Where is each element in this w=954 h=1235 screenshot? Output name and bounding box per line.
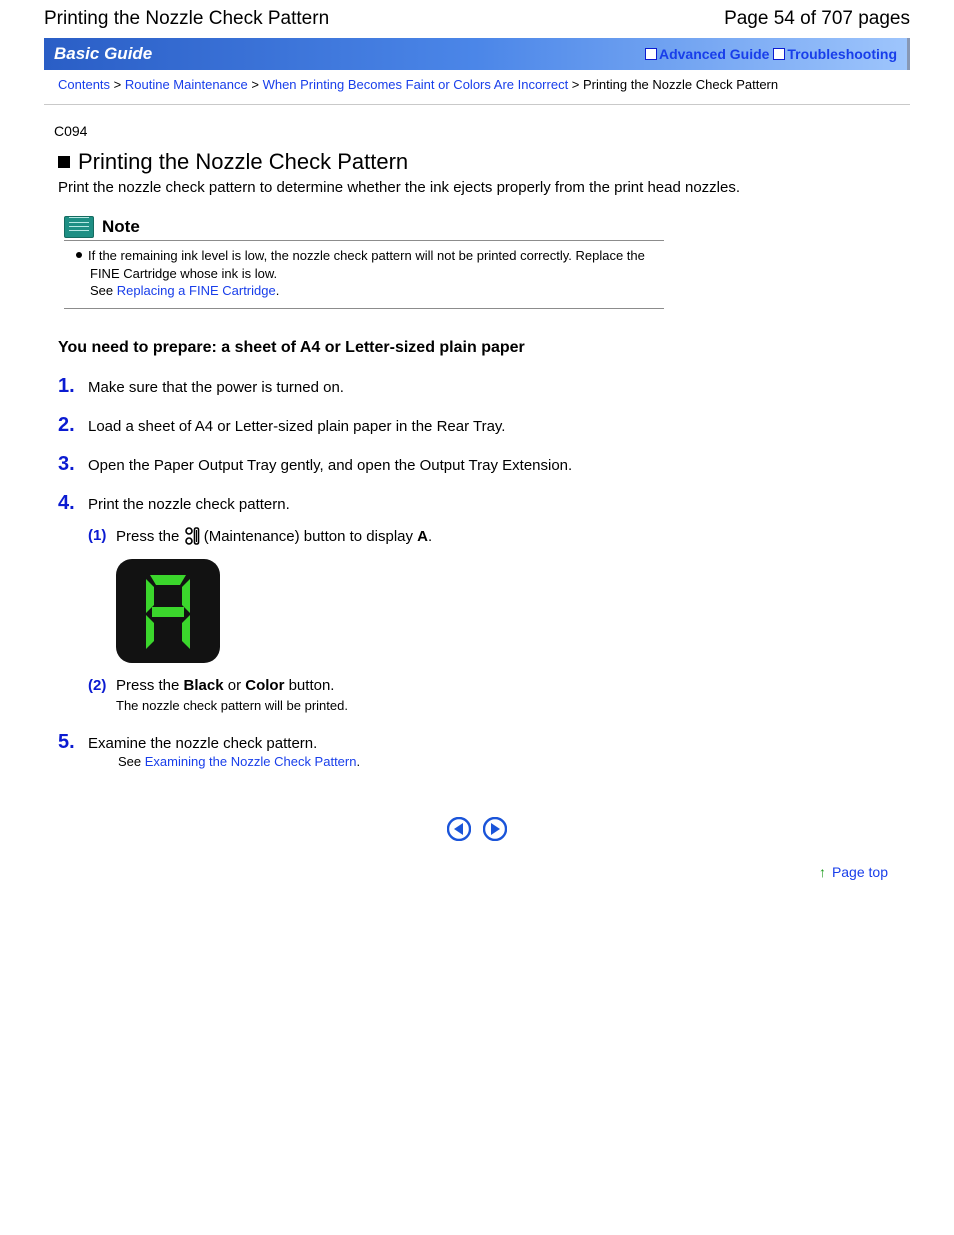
section-heading: Printing the Nozzle Check Pattern bbox=[44, 145, 910, 179]
next-page-icon[interactable] bbox=[483, 817, 507, 841]
nav-arrows bbox=[44, 777, 910, 846]
note-book-icon bbox=[64, 216, 94, 238]
note-box: Note If the remaining ink level is low, … bbox=[64, 216, 664, 309]
substeps: (1) Press the (Maintenance) button to di… bbox=[88, 513, 896, 713]
breadcrumb-contents-link[interactable]: Contents bbox=[58, 77, 110, 92]
step-5-see: See Examining the Nozzle Check Pattern. bbox=[88, 752, 896, 769]
substep-1: (1) Press the (Maintenance) button to di… bbox=[88, 519, 896, 547]
page-top-link-row: ↑ Page top bbox=[44, 846, 910, 880]
square-bullet-icon bbox=[58, 156, 70, 168]
doc-code: C094 bbox=[44, 105, 910, 145]
guide-bar: Basic Guide Advanced Guide Troubleshooti… bbox=[44, 38, 910, 70]
maintenance-icon bbox=[184, 527, 200, 545]
guide-bar-title: Basic Guide bbox=[54, 44, 152, 64]
guide-bar-links: Advanced Guide Troubleshooting bbox=[645, 46, 897, 62]
breadcrumb-faint-link[interactable]: When Printing Becomes Faint or Colors Ar… bbox=[263, 77, 569, 92]
square-marker-icon bbox=[773, 48, 785, 60]
substep-2: (2) Press the Black or Color button. bbox=[88, 669, 896, 696]
step-3: Open the Paper Output Tray gently, and o… bbox=[58, 443, 896, 482]
breadcrumb: Contents > Routine Maintenance > When Pr… bbox=[44, 70, 910, 105]
substep-2-note: The nozzle check pattern will be printed… bbox=[88, 696, 896, 713]
prev-page-icon[interactable] bbox=[447, 817, 471, 841]
breadcrumb-current: Printing the Nozzle Check Pattern bbox=[583, 77, 778, 92]
replacing-cartridge-link[interactable]: Replacing a FINE Cartridge bbox=[117, 283, 276, 298]
square-marker-icon bbox=[645, 48, 657, 60]
examining-pattern-link[interactable]: Examining the Nozzle Check Pattern bbox=[145, 754, 357, 769]
arrow-up-icon: ↑ bbox=[819, 864, 826, 880]
step-4: Print the nozzle check pattern. (1) Pres… bbox=[58, 482, 896, 721]
bullet-icon bbox=[76, 252, 82, 258]
note-title-row: Note bbox=[64, 216, 664, 241]
prepare-heading: You need to prepare: a sheet of A4 or Le… bbox=[44, 309, 910, 365]
seven-segment-a-icon bbox=[138, 571, 198, 651]
step-1: Make sure that the power is turned on. bbox=[58, 365, 896, 404]
page-title-left: Printing the Nozzle Check Pattern bbox=[44, 8, 329, 30]
note-title: Note bbox=[102, 217, 140, 237]
intro-text: Print the nozzle check pattern to determ… bbox=[44, 179, 910, 206]
display-panel bbox=[116, 559, 220, 663]
note-body: If the remaining ink level is low, the n… bbox=[64, 241, 664, 309]
advanced-guide-link[interactable]: Advanced Guide bbox=[659, 46, 769, 62]
page-top-link[interactable]: Page top bbox=[832, 864, 888, 880]
steps-list: Make sure that the power is turned on. L… bbox=[44, 365, 910, 777]
troubleshooting-link[interactable]: Troubleshooting bbox=[787, 46, 897, 62]
step-5: Examine the nozzle check pattern. See Ex… bbox=[58, 721, 896, 777]
breadcrumb-routine-link[interactable]: Routine Maintenance bbox=[125, 77, 248, 92]
page-number: Page 54 of 707 pages bbox=[724, 8, 910, 30]
step-2: Load a sheet of A4 or Letter-sized plain… bbox=[58, 404, 896, 443]
content: Basic Guide Advanced Guide Troubleshooti… bbox=[44, 38, 910, 880]
page-header: Printing the Nozzle Check Pattern Page 5… bbox=[0, 0, 954, 38]
